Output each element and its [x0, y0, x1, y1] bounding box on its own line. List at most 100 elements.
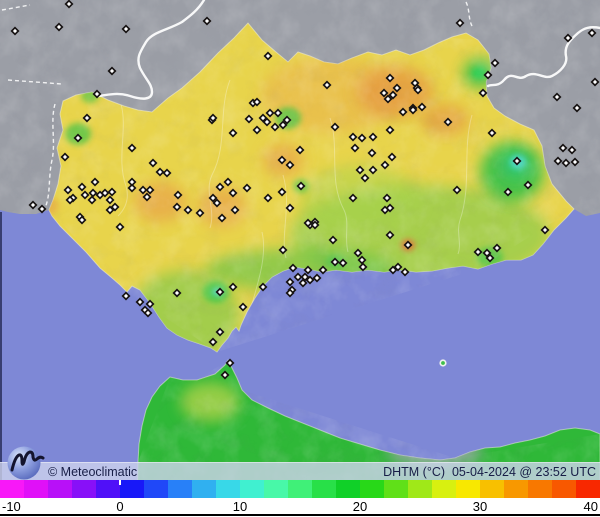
- island-center: [441, 361, 445, 365]
- station-marker: [145, 185, 155, 195]
- station-marker: [360, 173, 370, 183]
- station-marker: [244, 114, 254, 124]
- station-marker: [303, 265, 313, 275]
- station-marker: [385, 125, 395, 135]
- station-marker: [54, 22, 64, 32]
- station-marker: [392, 83, 402, 93]
- station-marker: [368, 132, 378, 142]
- station-marker: [379, 88, 389, 98]
- station-marker: [223, 177, 233, 187]
- station-marker: [398, 107, 408, 117]
- station-marker: [353, 248, 363, 258]
- station-marker: [483, 70, 493, 80]
- station-marker: [127, 177, 137, 187]
- station-marker: [263, 51, 273, 61]
- scale-tick-label: 20: [352, 499, 368, 514]
- station-marker: [455, 18, 465, 28]
- meteoclimatic-logo-icon: [7, 446, 45, 480]
- station-marker: [570, 157, 580, 167]
- station-marker: [358, 262, 368, 272]
- station-marker: [553, 156, 563, 166]
- station-marker: [88, 188, 98, 198]
- bottom-border-line: [0, 514, 600, 516]
- station-marker: [385, 73, 395, 83]
- station-marker: [293, 272, 303, 282]
- station-marker: [105, 205, 115, 215]
- station-marker: [277, 155, 287, 165]
- station-marker: [138, 185, 148, 195]
- station-marker: [225, 358, 235, 368]
- station-marker: [285, 288, 295, 298]
- station-marker: [100, 188, 110, 198]
- station-marker: [162, 168, 172, 178]
- station-marker: [305, 275, 315, 285]
- station-marker: [310, 220, 320, 230]
- scale-tick-label: 10: [232, 499, 248, 514]
- station-marker: [452, 185, 462, 195]
- station-marker: [400, 267, 410, 277]
- station-marker: [383, 94, 393, 104]
- station-marker: [380, 160, 390, 170]
- station-marker: [322, 80, 332, 90]
- station-marker: [115, 222, 125, 232]
- station-marker: [561, 158, 571, 168]
- station-marker: [298, 278, 308, 288]
- station-marker: [127, 143, 137, 153]
- station-marker: [172, 288, 182, 298]
- station-marker: [215, 182, 225, 192]
- station-marker: [348, 132, 358, 142]
- station-marker: [278, 120, 288, 130]
- station-marker: [367, 148, 377, 158]
- scale-tick-label: 40: [583, 499, 598, 514]
- station-marker: [270, 122, 280, 132]
- station-marker: [228, 188, 238, 198]
- station-marker: [217, 213, 227, 223]
- station-marker: [212, 198, 222, 208]
- station-marker: [417, 102, 427, 112]
- product-label: DHTM (°C): [383, 464, 446, 479]
- station-marker: [143, 308, 153, 318]
- product-datetime: DHTM (°C) 05-04-2024 @ 23:52 UTC: [383, 465, 596, 479]
- station-marker: [393, 262, 403, 272]
- station-marker: [385, 230, 395, 240]
- station-marker: [382, 193, 392, 203]
- station-markers: [10, 0, 600, 380]
- river-northeast: [486, 26, 600, 88]
- station-marker: [490, 58, 500, 68]
- station-marker: [155, 167, 165, 177]
- station-marker: [228, 128, 238, 138]
- station-marker: [220, 370, 230, 380]
- station-marker: [482, 248, 492, 258]
- station-marker: [408, 105, 418, 115]
- station-marker: [64, 0, 74, 9]
- station-marker: [328, 235, 338, 245]
- station-marker: [357, 255, 367, 265]
- station-marker: [121, 291, 131, 301]
- station-marker: [413, 85, 423, 95]
- station-marker: [258, 282, 268, 292]
- station-marker: [558, 143, 568, 153]
- scale-tick-label: 0: [116, 499, 124, 514]
- station-marker: [183, 205, 193, 215]
- station-marker: [73, 133, 83, 143]
- station-marker: [273, 108, 283, 118]
- station-marker: [478, 88, 488, 98]
- station-marker: [295, 145, 305, 155]
- station-marker: [368, 165, 378, 175]
- station-marker: [110, 202, 120, 212]
- station-marker: [90, 177, 100, 187]
- attribution-bar: © Meteoclimatic DHTM (°C) 05-04-2024 @ 2…: [0, 462, 600, 480]
- station-marker: [135, 297, 145, 307]
- province-boundaries: [117, 79, 473, 319]
- station-marker: [552, 92, 562, 102]
- station-marker: [318, 265, 328, 275]
- station-marker: [107, 187, 117, 197]
- station-marker: [105, 195, 115, 205]
- border-dashed-lines: [1, 1, 473, 209]
- river-guadiana: [96, 0, 206, 100]
- station-marker: [487, 128, 497, 138]
- station-marker: [230, 205, 240, 215]
- station-marker: [285, 160, 295, 170]
